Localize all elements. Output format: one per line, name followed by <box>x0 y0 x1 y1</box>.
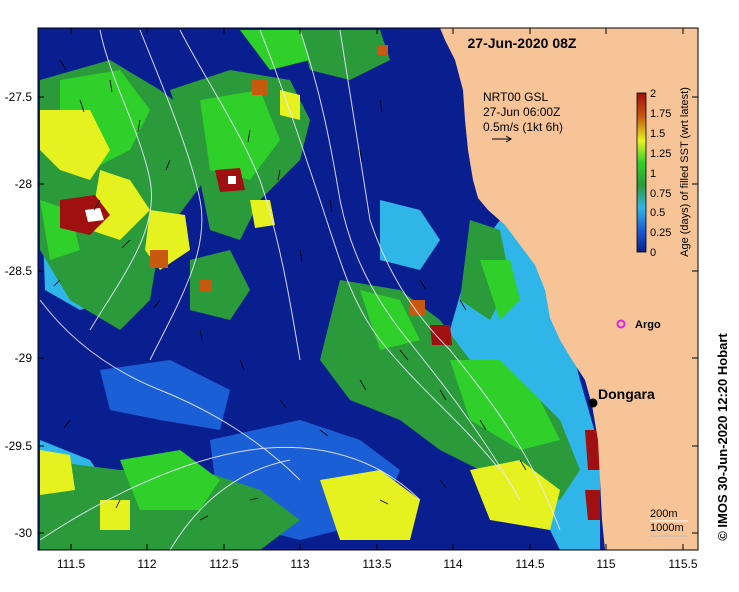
x-tick-label: 113.5 <box>362 557 391 571</box>
map-field <box>38 28 698 550</box>
colorbar: 2 1.75 1.5 1.25 1 0.75 0.5 0.25 0 Age (d… <box>636 87 691 259</box>
y-tick-label: -29 <box>15 351 33 365</box>
town-label: Dongara <box>598 386 655 402</box>
x-tick-label: 114 <box>443 557 462 571</box>
colorbar-tick: 1.75 <box>650 108 671 120</box>
x-tick-label: 112 <box>137 557 156 571</box>
y-axis: -27.5 -28 -28.5 -29 -29.5 -30 <box>5 90 698 540</box>
y-tick-label: -29.5 <box>5 439 33 453</box>
x-tick-label: 114.5 <box>515 557 544 571</box>
x-axis: 111.5 112 112.5 113 113.5 114 114.5 115 … <box>57 28 698 571</box>
current-vectors <box>53 59 527 521</box>
map-title: 27-Jun-2020 08Z <box>468 35 577 51</box>
y-tick-label: -28.5 <box>5 264 33 278</box>
y-tick-label: -28 <box>15 177 33 191</box>
colorbar-tick: 0.5 <box>650 207 665 219</box>
colorbar-tick: 0.25 <box>650 227 671 239</box>
colorbar-tick: 1 <box>650 168 656 180</box>
isobath-label-1000m: 1000m <box>650 522 684 534</box>
sst-age-patches <box>40 30 600 550</box>
argo-marker: Argo <box>616 319 661 331</box>
argo-label: Argo <box>635 319 661 331</box>
x-tick-label: 111.5 <box>57 557 86 571</box>
isobath-label-200m: 200m <box>650 508 678 520</box>
colorbar-tick: 1.5 <box>650 128 665 140</box>
town-dot-icon <box>588 398 598 408</box>
current-legend: NRT00 GSL 27-Jun 06:00Z 0.5m/s (1kt 6h) <box>483 90 563 143</box>
colorbar-tick: 2 <box>650 88 656 100</box>
credit-text: © IMOS 30-Jun-2020 12:20 Hobart <box>715 333 730 541</box>
colorbar-tick: 1.25 <box>650 148 671 160</box>
current-legend-line-3: 0.5m/s (1kt 6h) <box>483 120 563 134</box>
x-tick-label: 113 <box>290 557 309 571</box>
colorbar-tick: 0.75 <box>650 188 671 200</box>
land-mass <box>440 28 698 550</box>
current-legend-line-1: NRT00 GSL <box>483 90 548 104</box>
map-frame <box>37 27 699 551</box>
x-tick-label: 115 <box>596 557 615 571</box>
current-legend-line-2: 27-Jun 06:00Z <box>483 105 560 119</box>
isobath-legend: 200m 1000m <box>650 508 688 537</box>
town-marker: Dongara <box>588 386 655 408</box>
y-tick-label: -27.5 <box>5 90 33 104</box>
colorbar-tick: 0 <box>650 247 656 259</box>
isobath-contours <box>39 29 561 550</box>
x-tick-label: 115.5 <box>668 557 697 571</box>
colorbar-gradient <box>636 92 647 253</box>
colorbar-label: Age (days) of filled SST (wrt latest) <box>679 87 691 257</box>
y-tick-label: -30 <box>15 526 33 540</box>
argo-float-icon <box>616 319 626 329</box>
x-tick-label: 112.5 <box>209 557 238 571</box>
